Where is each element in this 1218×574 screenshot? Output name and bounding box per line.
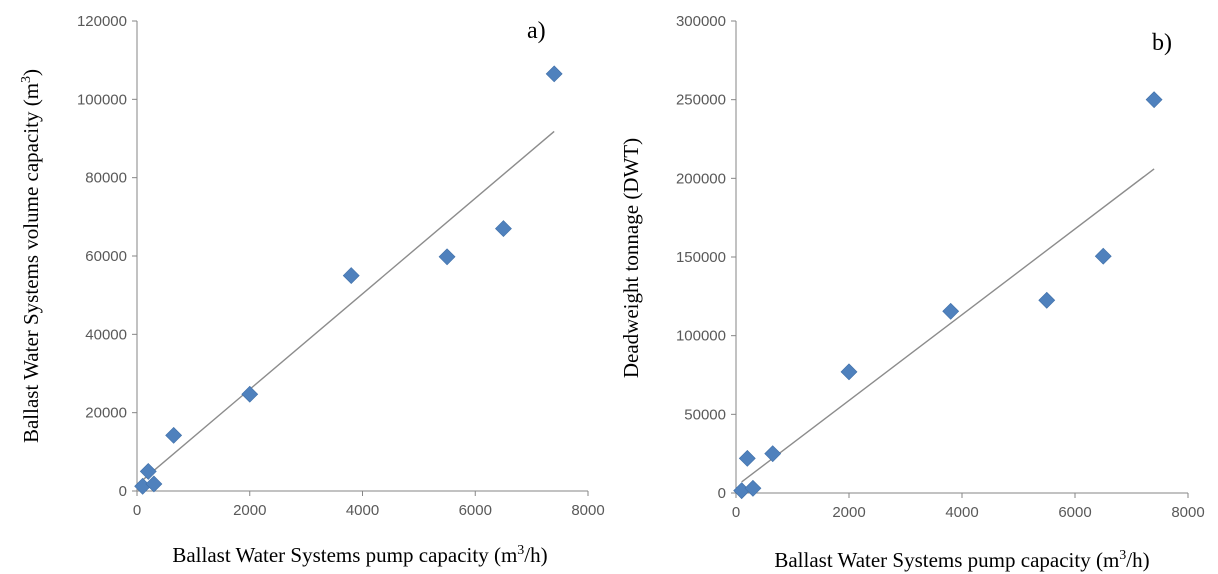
panel-a-y-tick-label: 40000 [85, 326, 127, 343]
panel-b-label: b) [1152, 30, 1172, 56]
panel-b-data-point [764, 445, 782, 463]
panel-b-x-tick-label: 6000 [1058, 504, 1091, 521]
panel-a-y-tick-label: 120000 [77, 13, 127, 30]
panel-b-x-axis-label-text: Ballast Water Systems pump capacity (m [774, 548, 1119, 572]
panel-a-x-axis-label: Ballast Water Systems pump capacity (m3/… [172, 543, 547, 567]
panel-a-y-axis-label-text: Ballast Water Systems volume capacity (m [19, 83, 43, 443]
panel-a-x-axis-label-superscript: 3 [517, 543, 524, 558]
panel-a: a) Ballast Water Systems pump capacity (… [19, 13, 605, 567]
panel-b-y-tick-label: 0 [718, 485, 726, 502]
panel-a-label: a) [527, 18, 546, 44]
panel-a-y-tick-label: 60000 [85, 248, 127, 265]
panel-a-x-tick-label: 2000 [233, 502, 266, 519]
panel-a-y-tick-label: 80000 [85, 170, 127, 187]
panel-a-data-point [545, 65, 563, 83]
panel-b-y-axis-label-text: Deadweight tonnage (DWT) [619, 138, 643, 378]
panel-a-x-axis-label-unit: /h) [524, 543, 547, 567]
panel-a-data-point [145, 475, 163, 493]
panel-a-y-axis-label-close: ) [19, 69, 43, 76]
panel-a-data-point [495, 220, 512, 238]
panel-b-x-axis-label-superscript: 3 [1119, 548, 1126, 563]
panel-a-y-tick-label: 100000 [77, 91, 127, 108]
panel-a-x-axis-label-text: Ballast Water Systems pump capacity (m [172, 543, 517, 567]
panel-b-y-tick-label: 100000 [676, 328, 726, 345]
panel-b-y-tick-label: 50000 [684, 406, 726, 423]
panel-b-data-point [744, 479, 762, 497]
panel-a-data-point [438, 248, 456, 266]
panel-a-x-tick-label: 6000 [459, 502, 492, 519]
panel-b-data-point [942, 302, 960, 320]
panel-b-x-tick-label: 8000 [1171, 504, 1204, 521]
panel-a-data-point [241, 385, 259, 403]
panel-b-data-point [840, 363, 858, 381]
panel-b: b) Ballast Water Systems pump capacity (… [619, 13, 1205, 572]
panel-b-x-tick-label: 2000 [832, 504, 865, 521]
panel-b-x-axis-label: Ballast Water Systems pump capacity (m3/… [774, 548, 1149, 572]
panel-b-y-tick-label: 150000 [676, 249, 726, 266]
panel-b-x-tick-label: 0 [732, 504, 740, 521]
panel-a-y-tick-label: 0 [119, 483, 127, 500]
panel-b-y-tick-label: 300000 [676, 13, 726, 30]
panel-b-y-axis-label: Deadweight tonnage (DWT) [619, 138, 643, 378]
panel-a-y-axis-label-superscript: 3 [19, 76, 34, 83]
panel-b-data-point [738, 449, 756, 467]
panel-b-x-axis-label-unit: /h) [1126, 548, 1149, 572]
panel-b-trendline [741, 168, 1155, 483]
panel-b-data-point [1094, 247, 1112, 265]
panel-b-y-tick-label: 200000 [676, 170, 726, 187]
panel-a-data-point [139, 462, 157, 480]
panel-b-x-tick-label: 4000 [945, 504, 978, 521]
panel-a-x-tick-label: 0 [133, 502, 141, 519]
panel-b-data-point [1145, 91, 1163, 109]
panel-a-y-tick-label: 20000 [85, 405, 127, 422]
panel-a-x-tick-label: 4000 [346, 502, 379, 519]
panel-a-x-tick-label: 8000 [571, 502, 604, 519]
panel-a-data-point [342, 267, 360, 285]
panel-b-y-tick-label: 250000 [676, 92, 726, 109]
panel-a-data-point [165, 426, 183, 444]
panel-a-trendline [142, 130, 555, 481]
panel-a-y-axis-label: Ballast Water Systems volume capacity (m… [19, 69, 43, 443]
panel-b-data-point [1038, 291, 1056, 309]
